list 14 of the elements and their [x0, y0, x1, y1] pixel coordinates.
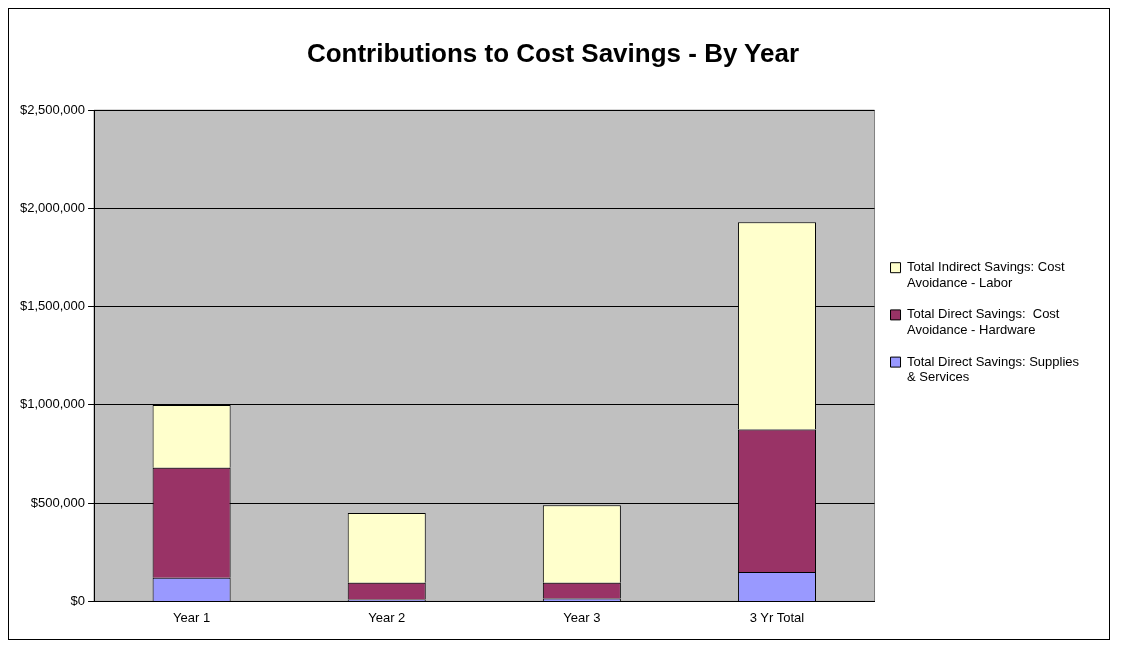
x-tick-label: Year 2 [368, 609, 406, 625]
legend-label: Total Direct Savings: Supplies & Services [907, 353, 1080, 385]
chart-title: Contributions to Cost Savings - By Year [306, 37, 800, 68]
x-tick-label: Year 3 [563, 609, 601, 625]
legend-label: Total Indirect Savings: Cost Avoidance - Labor [907, 259, 1065, 290]
y-tick-label: $1,000,000 [19, 396, 86, 412]
y-tick-label: $2,000,000 [19, 200, 86, 216]
legend-label: Total Direct Savings: Cost Avoidance - Hardware [907, 306, 1060, 338]
x-tick-label: Year 1 [173, 609, 211, 625]
y-tick-label: $2,500,000 [19, 101, 86, 117]
x-tick-label: 3 Yr Total [749, 609, 805, 625]
y-tick-label: $1,500,000 [19, 298, 86, 314]
y-tick-label: $500,000 [30, 494, 86, 510]
y-tick-label: $0 [70, 592, 86, 608]
